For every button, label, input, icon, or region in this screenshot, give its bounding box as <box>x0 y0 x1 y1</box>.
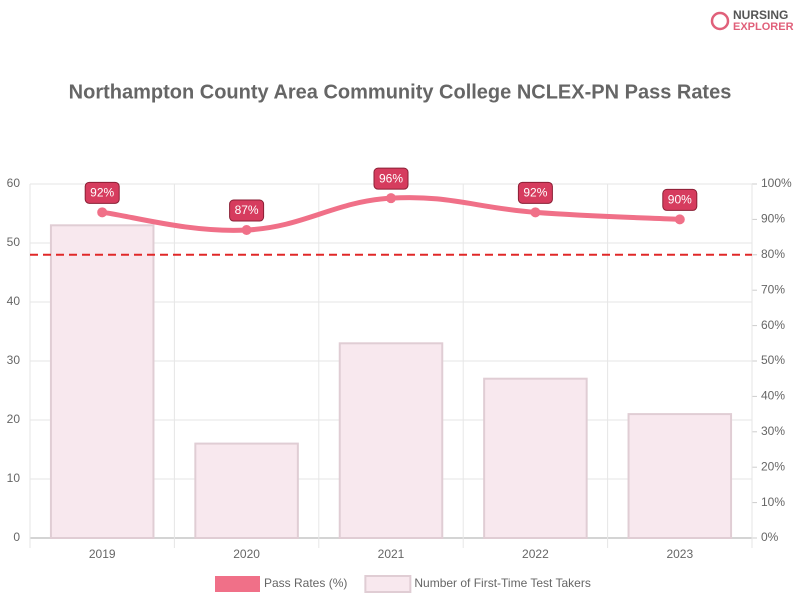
logo-icon <box>710 11 730 31</box>
y2-tick-label: 10% <box>761 495 785 509</box>
legend-label: Pass Rates (%) <box>264 576 347 590</box>
value-label: 90% <box>668 193 692 207</box>
x-tick-label: 2023 <box>666 547 693 561</box>
line-point <box>97 207 108 218</box>
value-label: 96% <box>379 171 403 185</box>
value-label: 92% <box>523 185 547 199</box>
y-tick-label: 20 <box>7 412 21 426</box>
bar <box>49 224 155 540</box>
value-label-box <box>84 181 120 204</box>
bar <box>483 377 588 540</box>
y2-tick-label: 20% <box>761 459 785 473</box>
value-label-box <box>662 188 698 211</box>
value-label: 87% <box>235 203 259 217</box>
x-tick-label: 2019 <box>89 547 116 561</box>
x-tick-label: 2020 <box>233 547 260 561</box>
value-label-box <box>373 167 409 190</box>
y2-tick-label: 100% <box>761 176 792 190</box>
legend-swatch <box>215 576 260 592</box>
line-point <box>674 214 685 225</box>
line-point <box>386 193 396 204</box>
y-tick-label: 60 <box>7 176 21 190</box>
y2-tick-label: 70% <box>761 282 785 296</box>
y-tick-label: 30 <box>7 353 21 367</box>
bar <box>338 342 444 539</box>
y-tick-label: 0 <box>13 530 20 544</box>
y2-tick-label: 0% <box>761 530 779 544</box>
y2-tick-label: 40% <box>761 389 785 403</box>
bar <box>627 413 733 540</box>
legend-label: Number of First-Time Test Takers <box>414 576 590 590</box>
value-label-box <box>517 181 553 204</box>
line-point <box>241 225 252 236</box>
y2-tick-label: 60% <box>761 318 785 332</box>
y2-tick-label: 30% <box>761 424 785 438</box>
value-label-box <box>229 199 265 222</box>
bar <box>194 442 299 540</box>
y-tick-label: 10 <box>7 471 21 485</box>
logo: NURSING EXPLORER <box>710 8 794 33</box>
y2-tick-label: 50% <box>761 353 785 367</box>
x-tick-label: 2021 <box>378 547 405 561</box>
y-tick-label: 50 <box>7 235 21 249</box>
y2-tick-label: 90% <box>761 212 785 226</box>
logo-text: EXPLORER <box>733 21 794 33</box>
x-tick-label: 2022 <box>522 547 549 561</box>
logo-text: NURSING <box>733 8 788 22</box>
chart-title: Northampton County Area Community Colleg… <box>69 81 732 103</box>
line-point <box>530 207 541 218</box>
value-label: 92% <box>90 185 114 199</box>
y2-tick-label: 80% <box>761 247 785 261</box>
legend-swatch <box>364 575 412 593</box>
y-tick-label: 40 <box>7 294 21 308</box>
